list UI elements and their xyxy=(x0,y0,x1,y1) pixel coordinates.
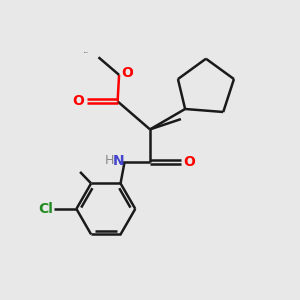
Text: N: N xyxy=(113,154,124,168)
Text: O: O xyxy=(73,94,84,108)
Text: methyl: methyl xyxy=(84,52,89,53)
Text: Cl: Cl xyxy=(38,202,53,216)
Text: O: O xyxy=(183,155,195,169)
Text: H: H xyxy=(105,154,114,167)
Text: O: O xyxy=(122,66,133,80)
